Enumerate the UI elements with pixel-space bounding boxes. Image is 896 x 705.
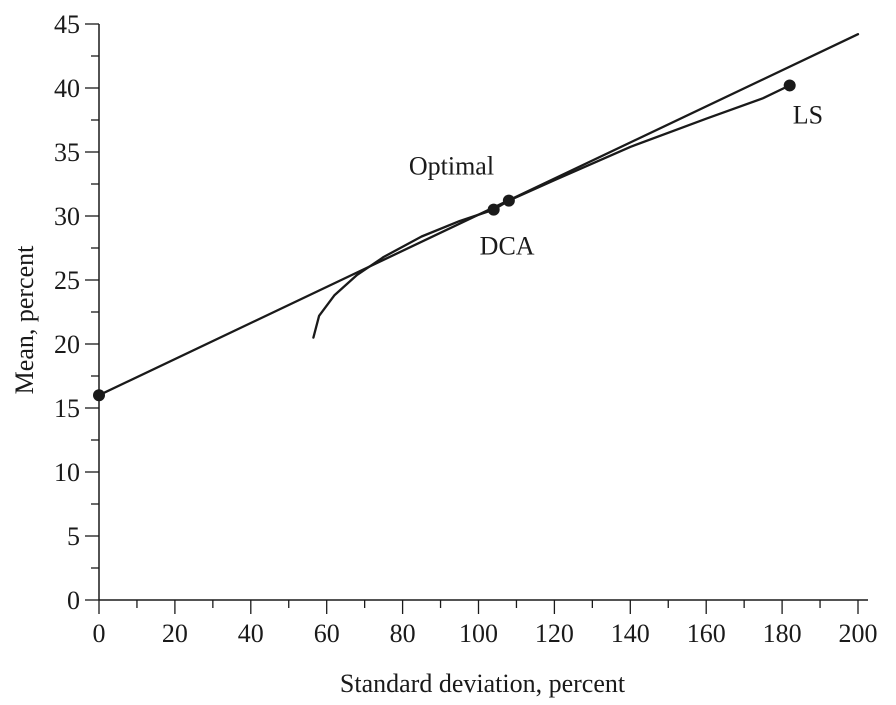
plot-area: Optimal DCA LS	[93, 33, 860, 402]
efficient-frontier-curve	[312, 84, 791, 339]
y-tick-label: 10	[54, 458, 80, 487]
x-tick-label: 100	[459, 619, 498, 648]
annotation-label: LS	[793, 100, 823, 129]
labels: Standard deviation, percent Mean, percen…	[10, 245, 626, 698]
x-tick-label: 20	[162, 619, 188, 648]
x-tick-label: 160	[687, 619, 726, 648]
x-tick-label: 120	[535, 619, 574, 648]
y-tick-label: 25	[54, 266, 80, 295]
x-tick-label: 60	[314, 619, 340, 648]
data-point	[502, 194, 515, 207]
y-tick-label: 20	[54, 330, 80, 359]
y-tick-label: 15	[54, 394, 80, 423]
y-tick-label: 45	[54, 10, 80, 39]
x-tick-label: 80	[390, 619, 416, 648]
axes: 0 20 40 60 80 100 120 140 160 180 200 0 5 10 15 20 25 30 3…	[54, 10, 878, 648]
y-tick-label: 30	[54, 202, 80, 231]
y-tick-label: 5	[67, 522, 80, 551]
data-point	[487, 203, 500, 216]
data-point	[783, 79, 796, 92]
data-point	[93, 389, 105, 402]
annotation-label: DCA	[480, 232, 535, 261]
y-tick-label: 35	[54, 138, 80, 167]
x-tick-label: 140	[611, 619, 650, 648]
x-axis-title: Standard deviation, percent	[340, 669, 626, 698]
y-axis-title: Mean, percent	[10, 245, 39, 394]
y-tick-label: 40	[54, 74, 80, 103]
x-tick-label: 0	[93, 619, 106, 648]
annotation-label: Optimal	[409, 152, 494, 181]
y-tick-label: 0	[67, 586, 80, 615]
x-tick-label: 180	[763, 619, 802, 648]
x-tick-label: 200	[839, 619, 878, 648]
x-tick-label: 40	[238, 619, 264, 648]
